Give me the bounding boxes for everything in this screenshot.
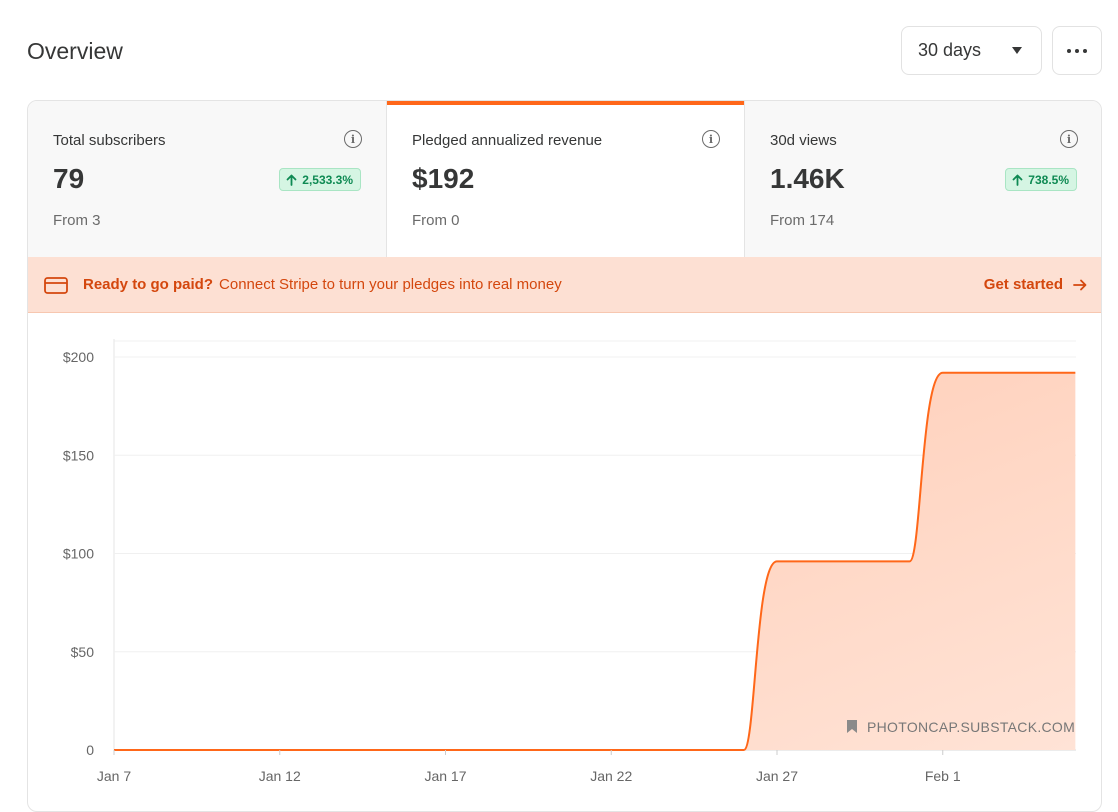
stat-from: From 0	[412, 212, 460, 229]
stat-label: Total subscribers	[53, 132, 166, 149]
date-range-value: 30 days	[918, 40, 982, 60]
x-tick-label: Jan 7	[97, 768, 131, 784]
date-range-select[interactable]: 30 days	[901, 26, 1042, 75]
stat-from: From 174	[770, 212, 835, 229]
x-tick-label: Feb 1	[925, 768, 961, 784]
stripe-banner: Ready to go paid? Connect Stripe to turn …	[28, 257, 1101, 313]
bookmark-icon	[847, 720, 857, 733]
stat-value: 79	[53, 163, 85, 194]
stat-from: From 3	[53, 212, 101, 229]
y-tick-label: 0	[86, 742, 94, 758]
overview-card: Total subscribers i 79 2,533.3% From 3 P…	[27, 100, 1102, 812]
caret-down-icon	[1012, 47, 1022, 54]
stat-delta-value: 738.5%	[1028, 172, 1069, 187]
get-started-label: Get started	[983, 276, 1063, 293]
stat-label: Pledged annualized revenue	[412, 132, 603, 149]
info-icon[interactable]: i	[702, 130, 720, 148]
banner-text: Connect Stripe to turn your pledges into…	[219, 276, 562, 293]
watermark-text: PHOTONCAP.SUBSTACK.COM	[867, 719, 1075, 735]
area-fill	[114, 372, 1076, 750]
x-tick-label: Jan 27	[756, 768, 798, 784]
stat-delta-badge: 2,533.3%	[279, 168, 361, 191]
banner-headline: Ready to go paid?	[83, 276, 214, 293]
watermark: PHOTONCAP.SUBSTACK.COM	[847, 719, 1075, 735]
y-tick-label: $150	[63, 447, 94, 463]
y-tick-label: $100	[63, 546, 94, 562]
x-tick-label: Jan 22	[590, 768, 632, 784]
series-line	[114, 371, 1076, 751]
get-started-link[interactable]: Get started	[984, 276, 1087, 293]
x-tick-label: Jan 12	[259, 768, 301, 784]
arrow-up-icon	[286, 174, 297, 186]
page-title: Overview	[27, 38, 123, 64]
more-dots-icon	[1067, 48, 1071, 53]
stat-delta-badge: 738.5%	[1005, 168, 1077, 191]
revenue-chart: $200 $150 $100 $50 0 Jan 7 Jan 12 Jan 17 Jan 22 J…	[28, 313, 1101, 811]
arrow-right-icon	[1073, 279, 1087, 290]
stat-value: 1.46K	[770, 163, 845, 194]
more-options-button[interactable]	[1052, 26, 1102, 75]
credit-card-icon	[44, 277, 68, 294]
stat-total-subscribers[interactable]: Total subscribers i 79 2,533.3% From 3	[28, 101, 386, 257]
stat-value: $192	[412, 163, 475, 194]
stat-label: 30d views	[770, 132, 837, 149]
stat-pledged-revenue[interactable]: Pledged annualized revenue i $192 From 0	[386, 101, 744, 257]
info-icon[interactable]: i	[344, 130, 362, 148]
stat-delta-value: 2,533.3%	[302, 172, 353, 187]
x-tick-label: Jan 17	[424, 768, 466, 784]
arrow-up-icon	[1012, 174, 1023, 186]
y-tick-label: $200	[63, 349, 94, 365]
y-tick-label: $50	[71, 644, 95, 660]
stats-row: Total subscribers i 79 2,533.3% From 3 P…	[28, 101, 1101, 257]
banner-message: Ready to go paid? Connect Stripe to turn …	[83, 276, 562, 293]
stat-30d-views[interactable]: 30d views i 1.46K 738.5% From 174	[744, 101, 1101, 257]
info-icon[interactable]: i	[1060, 130, 1078, 148]
